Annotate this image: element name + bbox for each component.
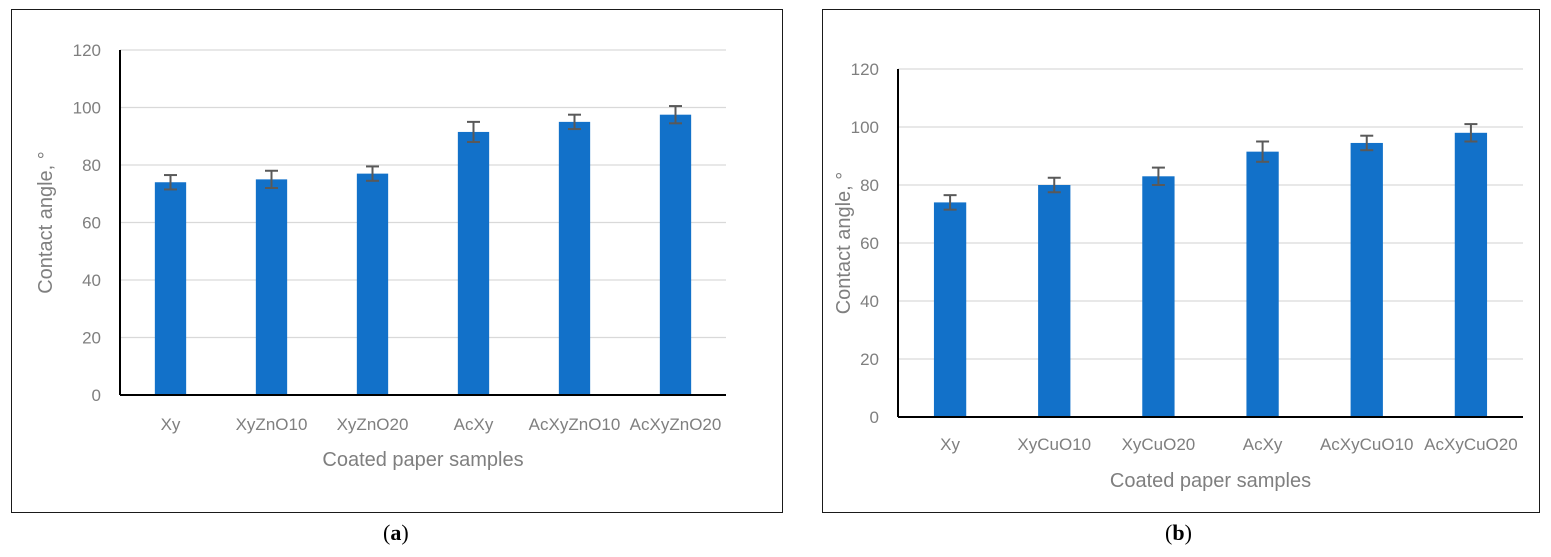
x-tick-label: AcXyZnO10 <box>529 415 621 434</box>
bar <box>255 179 288 395</box>
x-tick-label: Xy <box>940 435 960 454</box>
x-axis-title: Coated paper samples <box>1110 470 1311 492</box>
y-tick-label: 40 <box>860 292 879 311</box>
bar <box>1038 185 1071 417</box>
y-tick-label: 120 <box>73 41 101 60</box>
bar <box>558 121 591 395</box>
chart-panel-b: 0 20 40 60 80 100 120 Xy XyCuO10 XyCuO20 AcXy AcXyC… <box>822 9 1540 513</box>
x-tick-label: XyCuO20 <box>1122 435 1196 454</box>
y-tick-label: 80 <box>82 156 101 175</box>
bar <box>1246 151 1279 417</box>
bar <box>457 131 490 395</box>
bar <box>356 173 389 395</box>
y-tick-label: 60 <box>860 234 879 253</box>
y-tick-label: 20 <box>860 350 879 369</box>
caption-a: (a) <box>383 520 409 545</box>
bar <box>933 202 967 417</box>
x-tick-label: AcXyCuO10 <box>1320 435 1414 454</box>
y-tick-label: 20 <box>82 329 101 348</box>
x-tick-label: AcXy <box>1243 435 1283 454</box>
x-tick-label: XyCuO10 <box>1017 435 1091 454</box>
y-tick-label: 60 <box>82 214 101 233</box>
x-tick-label: AcXyZnO20 <box>630 415 722 434</box>
y-tick-label: 40 <box>82 271 101 290</box>
y-axis-title: Contact angle, ° <box>35 151 57 294</box>
y-tick-label: 0 <box>870 408 879 427</box>
bar <box>154 182 187 395</box>
bar-chart-b: 0 20 40 60 80 100 120 Xy XyCuO10 XyCuO20 AcXy AcXyC… <box>833 60 1523 492</box>
chart-panel-a: 0 20 40 60 80 100 120 Xy XyZnO10 XyZnO20 AcXy AcXyZ… <box>11 9 783 513</box>
y-tick-label: 120 <box>851 60 879 79</box>
caption-b-letter: b <box>1172 520 1185 545</box>
x-tick-label: Xy <box>161 415 181 434</box>
bar <box>659 114 692 395</box>
x-tick-label: AcXyCuO20 <box>1424 435 1518 454</box>
y-tick-label: 80 <box>860 176 879 195</box>
bar <box>1142 176 1175 417</box>
x-axis-title: Coated paper samples <box>322 449 523 471</box>
y-tick-label: 100 <box>73 99 101 118</box>
caption-a-letter: a <box>390 520 402 545</box>
caption-b: (b) <box>1165 520 1192 545</box>
y-tick-label: 100 <box>851 118 879 137</box>
x-tick-label: AcXy <box>454 415 494 434</box>
bar <box>1454 132 1488 418</box>
y-axis-title: Contact angle, ° <box>833 172 855 315</box>
bar-chart-a: 0 20 40 60 80 100 120 Xy XyZnO10 XyZnO20 AcXy AcXyZ… <box>35 41 726 471</box>
x-tick-label: XyZnO10 <box>236 415 308 434</box>
x-tick-label: XyZnO20 <box>337 415 409 434</box>
bar <box>1350 142 1383 417</box>
y-tick-label: 0 <box>92 386 101 405</box>
